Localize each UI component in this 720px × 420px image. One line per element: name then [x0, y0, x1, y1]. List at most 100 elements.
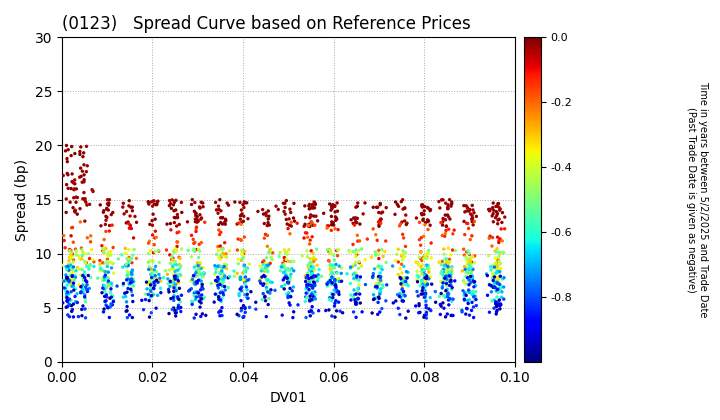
Point [313, 307, 325, 314]
Point [193, 246, 204, 252]
Point [71, 252, 82, 258]
Point [395, 276, 407, 282]
Point [213, 309, 225, 316]
Point [186, 254, 197, 260]
Point [194, 211, 206, 218]
Point [103, 269, 114, 276]
Point [347, 241, 359, 248]
Point [443, 213, 454, 220]
Point [238, 262, 250, 269]
Point [79, 291, 91, 298]
Point [94, 202, 106, 208]
Point [68, 280, 79, 287]
Point [470, 296, 482, 303]
Point [397, 290, 409, 297]
Point [166, 197, 178, 203]
Point [92, 275, 104, 281]
Point [374, 291, 386, 297]
Point [307, 256, 318, 262]
Point [153, 259, 165, 266]
Point [327, 291, 338, 298]
Point [300, 274, 312, 281]
Point [418, 294, 430, 301]
Point [63, 185, 74, 192]
Point [395, 265, 406, 272]
Point [442, 290, 454, 297]
Point [77, 252, 89, 259]
Point [411, 288, 423, 295]
Point [205, 280, 217, 287]
Point [167, 282, 179, 289]
Point [419, 278, 431, 284]
Point [398, 263, 410, 270]
Point [415, 210, 427, 217]
Point [280, 249, 292, 256]
Point [165, 200, 176, 207]
Point [354, 258, 365, 265]
Point [172, 294, 184, 300]
Point [297, 252, 308, 259]
Point [120, 293, 132, 300]
Point [127, 276, 139, 282]
Point [102, 268, 113, 275]
Point [140, 296, 151, 303]
Point [312, 278, 323, 284]
Point [420, 274, 431, 281]
Point [392, 246, 404, 252]
Point [171, 239, 183, 245]
Point [238, 218, 249, 225]
Point [213, 206, 225, 213]
Point [256, 267, 267, 274]
Point [327, 262, 338, 268]
Point [493, 260, 505, 267]
Point [78, 276, 89, 282]
Point [344, 249, 356, 255]
Point [63, 266, 75, 273]
Point [171, 274, 183, 281]
Point [174, 265, 186, 271]
Point [323, 248, 335, 255]
Point [353, 277, 364, 284]
Point [492, 307, 503, 314]
Point [65, 252, 76, 259]
Point [351, 232, 363, 239]
Point [330, 297, 341, 304]
Point [61, 170, 73, 177]
Point [398, 278, 410, 285]
Point [235, 236, 246, 243]
Point [148, 266, 160, 273]
Point [71, 290, 83, 297]
Point [306, 271, 318, 278]
Point [194, 291, 205, 298]
Point [329, 281, 341, 287]
Point [419, 271, 431, 278]
Point [184, 287, 195, 294]
Point [215, 270, 226, 277]
Point [68, 268, 79, 275]
Point [457, 287, 469, 294]
Point [445, 271, 456, 278]
Point [328, 257, 340, 263]
Point [461, 220, 472, 227]
Point [490, 303, 502, 310]
Point [466, 215, 477, 222]
Point [492, 269, 504, 276]
Point [123, 256, 135, 262]
Point [68, 180, 80, 186]
Point [195, 299, 207, 306]
Point [238, 250, 249, 257]
Point [73, 252, 84, 259]
Point [437, 280, 449, 286]
Point [400, 221, 412, 228]
Point [77, 249, 89, 256]
Point [217, 220, 228, 227]
Point [260, 210, 271, 216]
Point [65, 255, 76, 261]
Point [332, 252, 343, 259]
Point [367, 270, 379, 277]
Point [161, 247, 172, 253]
Point [487, 213, 498, 219]
Point [485, 206, 496, 213]
Point [261, 212, 272, 219]
Point [422, 216, 433, 223]
